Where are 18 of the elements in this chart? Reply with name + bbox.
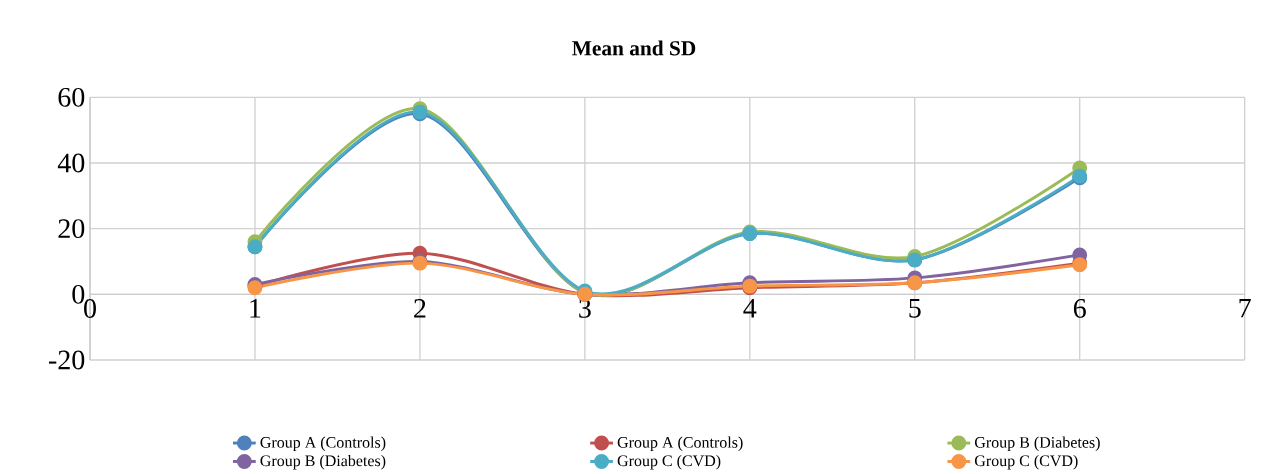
x-tick-label: 2 bbox=[414, 299, 426, 318]
legend-label: Group C (CVD) bbox=[617, 454, 721, 470]
chart-title: Mean and SD bbox=[572, 40, 696, 56]
legend-label: Group C (CVD) bbox=[974, 454, 1078, 470]
legend-label: Group B (Diabetes) bbox=[974, 436, 1100, 452]
x-tick-label: 5 bbox=[909, 299, 921, 318]
x-tick-label: 1 bbox=[250, 299, 261, 318]
legend-label: Group B (Diabetes) bbox=[260, 454, 386, 470]
x-tick-label: 6 bbox=[1073, 299, 1086, 318]
x-tick-label: 4 bbox=[743, 299, 757, 318]
legend-label: Group A (Controls) bbox=[617, 436, 743, 452]
y-tick-label: 20 bbox=[58, 219, 85, 239]
y-tick-label: 40 bbox=[57, 153, 85, 173]
y-tick-label: -20 bbox=[49, 350, 85, 370]
y-tick-label: 60 bbox=[58, 87, 85, 107]
legend-label: Group A (Controls) bbox=[260, 436, 386, 452]
y-tick-label: 0 bbox=[72, 284, 85, 304]
x-tick-label: 7 bbox=[1239, 299, 1251, 318]
